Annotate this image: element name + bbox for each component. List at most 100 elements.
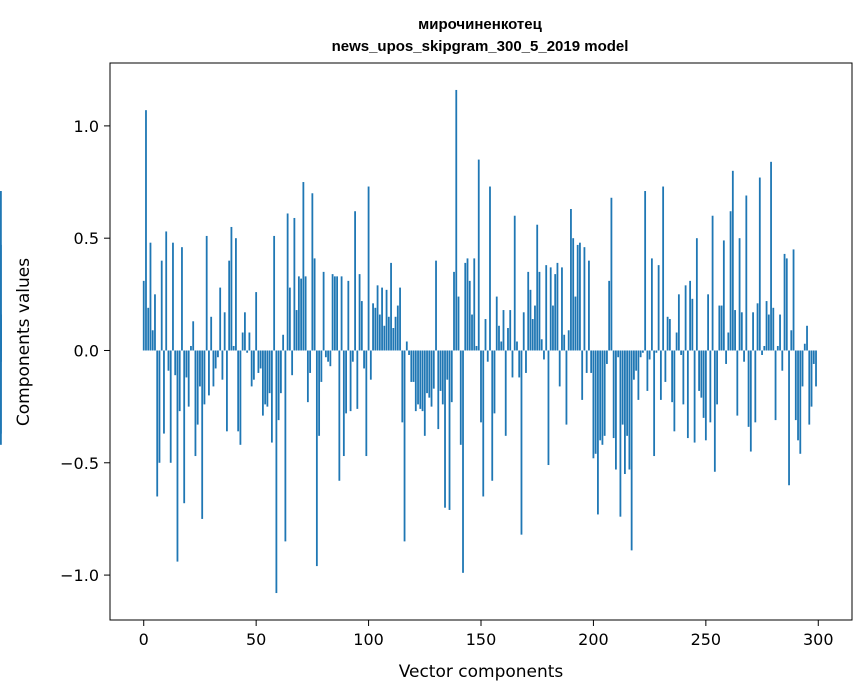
bar — [284, 350, 287, 542]
bar — [381, 287, 383, 351]
bar — [145, 110, 147, 351]
bar — [574, 296, 577, 351]
bar — [342, 350, 345, 457]
bar — [572, 238, 575, 351]
bar — [392, 328, 395, 351]
bar — [633, 350, 635, 380]
bar — [428, 350, 431, 398]
bar — [518, 350, 521, 378]
bar — [230, 226, 233, 351]
bar — [635, 350, 638, 371]
bar — [527, 271, 530, 351]
bar — [781, 350, 784, 371]
bar — [457, 296, 460, 351]
bar — [158, 350, 161, 463]
bar — [686, 350, 689, 439]
x-tick-label: 300 — [803, 630, 834, 649]
bar — [446, 350, 449, 380]
bar — [653, 350, 656, 457]
bar — [358, 274, 361, 351]
bar — [336, 276, 338, 351]
bar — [650, 258, 653, 351]
bar — [295, 310, 298, 351]
bar — [471, 314, 473, 351]
bar — [223, 312, 226, 351]
bar — [444, 350, 446, 508]
bar — [246, 350, 249, 353]
bar — [493, 350, 496, 414]
bar — [297, 276, 300, 351]
bar — [727, 332, 730, 351]
bar — [172, 242, 174, 351]
bar — [758, 177, 761, 351]
bar — [315, 350, 318, 567]
bar — [682, 350, 685, 405]
bar — [720, 305, 723, 351]
bar — [799, 350, 802, 454]
bar — [520, 350, 523, 535]
bar — [785, 258, 788, 351]
bar — [806, 325, 808, 351]
bar — [756, 303, 759, 351]
bar — [329, 350, 332, 367]
bar — [214, 350, 217, 369]
bar — [624, 350, 626, 475]
bar — [689, 280, 692, 351]
bar — [475, 345, 478, 351]
bar — [529, 289, 532, 351]
bar — [628, 350, 631, 470]
bar — [160, 260, 163, 351]
bar — [482, 350, 485, 497]
bar — [597, 350, 599, 515]
bar — [306, 350, 309, 403]
bar — [208, 350, 210, 396]
bar — [657, 265, 660, 351]
bar — [378, 314, 381, 351]
bar — [372, 303, 374, 351]
bar — [711, 215, 714, 351]
bar — [277, 350, 280, 421]
bar — [201, 350, 204, 519]
bar — [581, 350, 584, 400]
bar — [264, 350, 267, 405]
bar — [680, 350, 683, 355]
bar — [196, 350, 199, 425]
bar — [637, 350, 640, 400]
bar — [279, 350, 282, 394]
bar — [594, 350, 597, 454]
bar — [801, 350, 804, 387]
bar — [538, 271, 541, 351]
bar — [509, 310, 512, 351]
bar — [455, 89, 458, 351]
bar — [401, 350, 404, 423]
bar — [149, 242, 152, 351]
bar — [673, 350, 676, 432]
y-tick-label: −1.0 — [60, 566, 99, 585]
bar — [390, 262, 392, 351]
bar — [480, 350, 482, 423]
bar — [655, 350, 658, 353]
bar — [405, 341, 408, 351]
bar — [558, 350, 561, 387]
bar — [585, 350, 588, 373]
x-tick-label: 100 — [353, 630, 384, 649]
bar — [448, 350, 451, 510]
bar — [266, 350, 269, 407]
bar — [183, 350, 186, 504]
bar — [704, 350, 707, 441]
bars-group — [0, 89, 817, 594]
bar — [608, 280, 611, 351]
bar — [612, 350, 615, 439]
bar — [253, 350, 255, 380]
bar — [736, 350, 739, 416]
bar — [293, 217, 296, 351]
bar — [648, 350, 651, 360]
bar — [709, 350, 712, 423]
bar — [567, 330, 570, 351]
bar — [621, 350, 624, 425]
bar — [776, 345, 779, 351]
bar — [484, 319, 487, 351]
bar — [387, 316, 390, 351]
bar — [399, 287, 401, 351]
bar — [151, 330, 154, 351]
